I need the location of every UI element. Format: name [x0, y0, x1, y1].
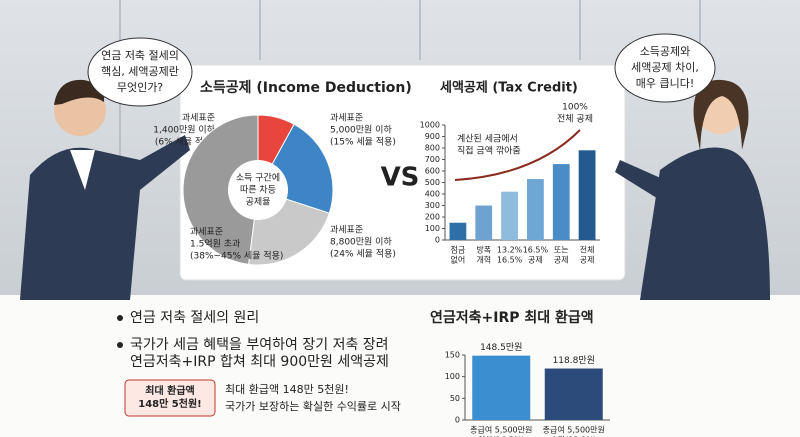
- bubble-text: 연금 저축 절세의: [101, 49, 179, 62]
- slice-label: 8,800만원 이하: [330, 237, 392, 248]
- slice-label: 과세표준: [190, 227, 223, 238]
- bar: [472, 355, 531, 420]
- bar: [578, 150, 596, 240]
- slice-label: (24% 세율 적용): [330, 248, 396, 260]
- slice-label: 1,400만원 이하: [153, 125, 215, 136]
- x-tick-label: 없어: [451, 255, 466, 265]
- slice-label: (38%~45% 세율 적용): [190, 250, 283, 262]
- annotation: 계산된 세금에서: [457, 133, 518, 145]
- chart-title: 연금저축+IRP 최대 환급액: [430, 309, 594, 326]
- y-tick-label: 100: [425, 224, 440, 233]
- note-text: 국가가 보장하는 확실한 수익률로 시작: [225, 399, 401, 413]
- value-label: 148.5만원: [480, 342, 522, 353]
- x-tick-label: 전체: [580, 245, 595, 255]
- y-tick-label: 200: [425, 213, 440, 222]
- bar: [552, 164, 570, 240]
- pie-slice: [182, 114, 259, 265]
- bubble-text: 핵심, 세액공제란: [101, 65, 179, 78]
- x-tick-label: 13.2%: [497, 246, 523, 255]
- bar: [527, 179, 544, 240]
- slice-label: 1.5억원 초과: [190, 238, 240, 250]
- bubble-text: 매우 큽니다!: [636, 77, 695, 90]
- slice-label: 5,000만원 이하: [330, 125, 392, 136]
- bar: [449, 222, 467, 240]
- bullet-text: 국가가 세금 혜택을 부여하여 장기 저축 장려: [130, 337, 389, 353]
- y-tick-label: 800: [425, 144, 440, 153]
- x-tick-label: 16.5%: [497, 256, 523, 265]
- trend-arrow: [454, 129, 581, 181]
- y-tick-label: 150: [445, 351, 460, 360]
- slice-label: 과세표준: [330, 113, 363, 124]
- y-tick-label: 700: [425, 155, 440, 164]
- bullet-dot: [117, 315, 123, 321]
- y-tick-label: 900: [425, 132, 440, 141]
- bubble-text: 소득공제와: [640, 45, 691, 58]
- chart-title: 소득공제 (Income Deduction): [200, 80, 412, 96]
- value-label: 118.8만원: [553, 355, 595, 366]
- x-tick-label: 총급여 5,500만원: [470, 425, 532, 435]
- y-tick-label: 400: [425, 190, 440, 199]
- bullet-dot: [117, 342, 123, 348]
- bubble-text: 세액공제 차이,: [631, 61, 699, 74]
- speech-bubble: [614, 33, 716, 103]
- note-text: 최대 환급액 148만 5천원!: [225, 382, 349, 396]
- slice-label: (15% 세율 적용): [330, 136, 396, 148]
- y-tick-label: 100: [445, 372, 460, 381]
- x-tick-label: 공제: [528, 256, 543, 265]
- top-label: 전체 공제: [557, 114, 593, 125]
- pie-hole: [228, 160, 288, 220]
- center-label: 따른 차등: [240, 184, 276, 196]
- y-tick-label: 500: [425, 178, 440, 187]
- chart-title: 세액공제 (Tax Credit): [440, 81, 578, 96]
- center-label: 소득 구간에: [236, 173, 280, 184]
- badge-box: [124, 379, 216, 417]
- y-tick-label: 600: [425, 167, 440, 176]
- x-tick-label: 공제: [580, 256, 595, 265]
- slice-label: 과세표준: [330, 225, 363, 236]
- presenter-man: [20, 79, 190, 300]
- bubble-text: 무엇인가?: [117, 81, 163, 94]
- center-label: 공제율: [246, 197, 271, 208]
- bar: [544, 368, 603, 420]
- presenter-woman: [615, 79, 770, 300]
- bullet-text: 연금 저축 절세의 원리: [130, 310, 259, 326]
- vs-label: VS: [381, 163, 420, 193]
- y-tick-label: 0: [435, 236, 440, 245]
- x-tick-label: 16.5%: [523, 246, 549, 255]
- x-tick-label: 초과(13.2%): [551, 436, 597, 437]
- bar: [475, 205, 493, 240]
- y-tick-label: 0: [455, 416, 460, 425]
- y-tick-label: 300: [425, 201, 440, 210]
- badge-text: 148만 5천원!: [138, 397, 201, 410]
- y-tick-label: 1000: [420, 121, 440, 130]
- x-tick-label: 개혁: [476, 255, 491, 265]
- speech-bubble: [87, 37, 193, 107]
- x-tick-label: 총급여 5,500만원: [543, 425, 605, 435]
- badge-text: 최대 환급액: [145, 384, 194, 397]
- x-tick-label: 방폭: [476, 245, 491, 255]
- x-tick-label: 이하(16.5%): [478, 435, 524, 437]
- top-label: 100%: [562, 103, 588, 113]
- x-tick-label: 또는: [554, 246, 569, 255]
- x-tick-label: 공제: [554, 256, 569, 265]
- bullet-text: 연금저축+IRP 합쳐 최대 900만원 세액공제: [130, 354, 389, 370]
- x-tick-label: 점금: [451, 245, 466, 255]
- slice-label: 과세표준: [182, 113, 215, 124]
- bar: [501, 191, 518, 240]
- annotation: 직접 금액 깎아줌: [457, 145, 521, 157]
- y-tick-label: 50: [450, 394, 460, 403]
